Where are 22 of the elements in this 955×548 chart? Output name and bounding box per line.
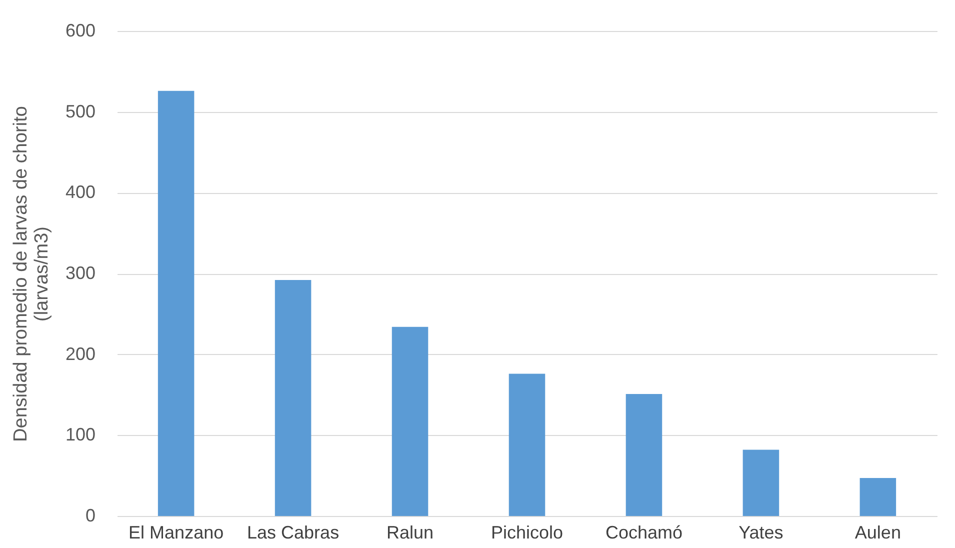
y-tick-label: 100 [65, 424, 96, 445]
x-tick-label: El Manzano [128, 522, 224, 542]
y-tick-label: 200 [65, 344, 96, 364]
y-tick-label: 300 [65, 263, 96, 283]
y-tick-label: 500 [65, 101, 96, 122]
x-tick-label: Aulen [854, 522, 901, 542]
x-tick-label: Las Cabras [247, 522, 340, 542]
bar [274, 280, 312, 516]
bar [742, 450, 780, 516]
x-tick-label: Pichicolo [490, 522, 564, 542]
y-axis-title: Densidad promedio de larvas de chorito (larvas/m3) [10, 106, 52, 442]
bar [392, 326, 428, 516]
y-tick-label: 400 [65, 182, 96, 202]
bar [860, 478, 896, 516]
x-tick-label: Yates [738, 522, 784, 542]
bar [158, 90, 194, 516]
x-tick-label: Cochamó [605, 522, 682, 542]
bar [508, 374, 546, 516]
y-tick-label: 0 [85, 506, 96, 526]
bar [626, 394, 662, 516]
y-tick-label: 600 [65, 20, 96, 40]
x-tick-label: Ralun [386, 522, 434, 542]
